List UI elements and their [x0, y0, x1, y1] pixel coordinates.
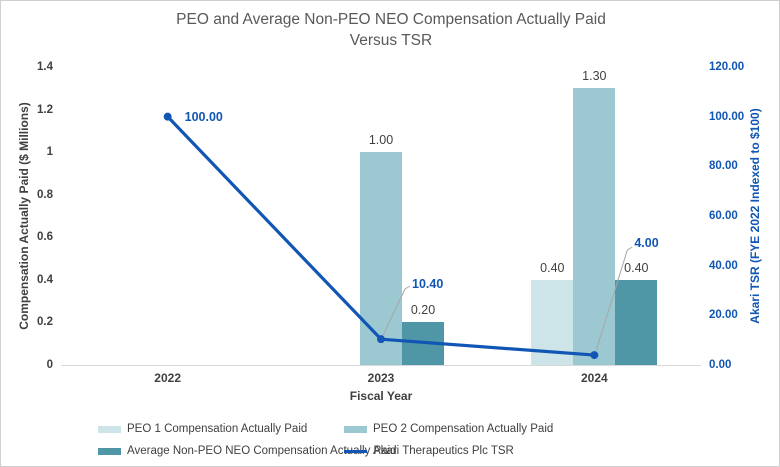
legend-color-swatch: [98, 425, 121, 433]
bar: [402, 322, 444, 365]
right-axis-tick-label: 80.00: [709, 160, 738, 173]
right-axis-tick-label: 60.00: [709, 210, 738, 222]
right-axis-tick-label: 20.00: [709, 309, 738, 322]
chart-title-line1: PEO and Average Non-PEO NEO Compensation…: [176, 11, 606, 28]
x-axis-title: Fiscal Year: [349, 389, 413, 403]
left-axis-tick-label: 1.2: [37, 103, 53, 116]
legend-item: PEO 1 Compensation Actually Paid: [98, 422, 307, 436]
bar: [531, 279, 574, 365]
bar-data-label: 1.00: [368, 133, 394, 148]
bar-data-label: 0.20: [410, 303, 436, 318]
chart-title: PEO and Average Non-PEO NEO Compensation…: [1, 9, 779, 51]
tsr-data-label: 4.00: [634, 236, 659, 250]
legend-color-swatch: [344, 425, 367, 433]
legend-item-label: Akari Therapeutics Plc TSR: [373, 445, 514, 457]
right-axis-tick-label: 100.00: [709, 110, 745, 123]
left-axis-title: Compensation Actually Paid ($ Millions): [17, 102, 31, 330]
x-axis-category-label: 2022: [154, 371, 181, 385]
legend-item-label: Average Non-PEO NEO Compensation Actuall…: [127, 445, 397, 457]
plot-area: [61, 67, 701, 366]
x-axis-category-label: 2024: [580, 371, 608, 385]
chart-title-line2: Versus TSR: [349, 32, 433, 49]
legend-line-swatch: [344, 449, 367, 453]
bar: [360, 152, 402, 365]
left-axis-tick-label: 0.4: [37, 273, 53, 286]
right-axis-tick-label: 40.00: [709, 259, 738, 272]
left-axis-tick-label: 0.6: [37, 231, 53, 244]
right-axis-tick-label: 0.00: [709, 359, 732, 371]
tsr-data-label: 10.40: [412, 277, 444, 291]
legend-item-label: PEO 2 Compensation Actually Paid: [373, 423, 554, 435]
left-axis-tick-label: 1.4: [37, 61, 53, 73]
legend-item: PEO 2 Compensation Actually Paid: [344, 422, 553, 436]
bar: [615, 279, 658, 365]
bar: [573, 88, 616, 365]
legend-item: Akari Therapeutics Plc TSR: [344, 444, 514, 458]
left-axis-tick-label: 1: [46, 146, 53, 159]
left-axis-tick-label: 0: [46, 359, 53, 371]
left-axis-tick-label: 0.8: [37, 188, 53, 201]
legend-item-label: PEO 1 Compensation Actually Paid: [127, 423, 308, 435]
x-axis-category-label: 2023: [367, 371, 395, 385]
tsr-data-label: 100.00: [184, 109, 223, 124]
bar-data-label: 1.30: [582, 69, 607, 84]
left-axis-tick-label: 0.2: [37, 316, 53, 329]
legend-item: Average Non-PEO NEO Compensation Actuall…: [98, 444, 397, 458]
legend-color-swatch: [98, 447, 121, 455]
bar-data-label: 0.40: [540, 260, 565, 275]
bar-data-label: 0.40: [624, 260, 649, 275]
right-axis-tick-label: 120.00: [709, 61, 745, 73]
